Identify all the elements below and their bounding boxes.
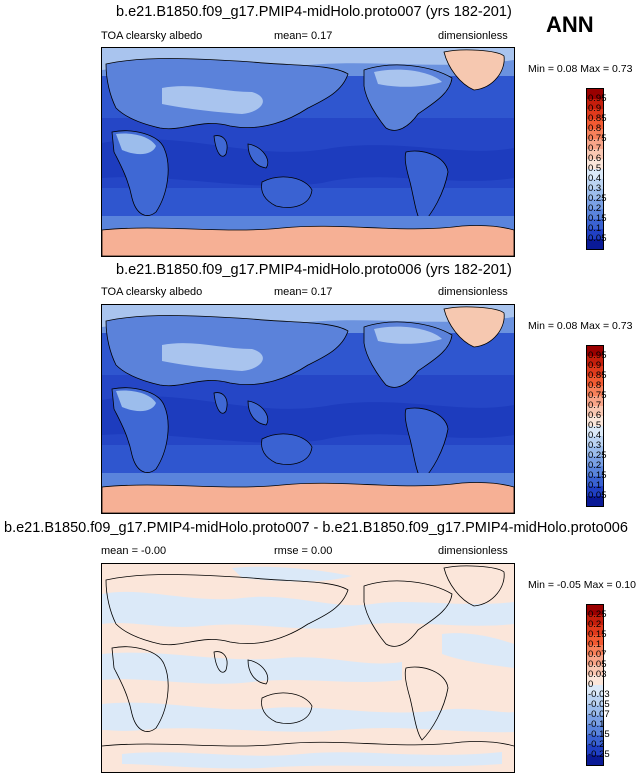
units-label: dimensionless xyxy=(438,286,508,298)
colorbar-tick-label: 0.25 xyxy=(588,193,607,204)
panel-title: b.e21.B1850.f09_g17.PMIP4-midHolo.proto0… xyxy=(116,4,512,20)
colorbar-tick-label: -0.1 xyxy=(588,719,605,730)
colorbar-tick-label: 0.2 xyxy=(588,619,602,630)
colorbar-tick-label: 0.15 xyxy=(588,470,607,481)
colorbar-tick-label: -0.03 xyxy=(588,689,610,700)
colorbar-tick-label: 0.6 xyxy=(588,410,602,421)
albedo-map xyxy=(102,305,514,513)
colorbar-tick-label: 0.15 xyxy=(588,629,607,640)
colorbar-tick-label: 0.2 xyxy=(588,203,602,214)
colorbar-tick-label: 0.5 xyxy=(588,163,602,174)
colorbar-tick-label: 0.85 xyxy=(588,113,607,124)
colorbar-tick-label: 0.95 xyxy=(588,93,607,104)
mean-stat: mean= 0.17 xyxy=(274,286,333,298)
colorbar-tick-label: 0.95 xyxy=(588,350,607,361)
colorbar-tick-label: 0.03 xyxy=(588,669,607,680)
colorbar-tick-label: -0.05 xyxy=(588,699,610,710)
colorbar-tick-label: 0.3 xyxy=(588,440,602,451)
colorbar-tick-label: 0.1 xyxy=(588,480,602,491)
colorbar-tick-label: 0.9 xyxy=(588,103,602,114)
colorbar-tick-label: 0.4 xyxy=(588,173,602,184)
units-label: dimensionless xyxy=(438,30,508,42)
variable-label: TOA clearsky albedo xyxy=(101,286,203,298)
units-label: dimensionless xyxy=(438,545,508,557)
colorbar-tick-label: 0.7 xyxy=(588,400,602,411)
colorbar-tick-label: -0.07 xyxy=(588,709,610,720)
mean-stat: mean = -0.00 xyxy=(101,545,167,557)
colorbar-tick-label: 0.9 xyxy=(588,360,602,371)
colorbar-tick-label: 0.5 xyxy=(588,420,602,431)
colorbar-tick-label: 0 xyxy=(588,679,594,690)
colorbar-tick-label: 0.2 xyxy=(588,460,602,471)
variable-label: TOA clearsky albedo xyxy=(101,30,203,42)
colorbar-tick-label: 0.8 xyxy=(588,123,602,134)
albedo-map xyxy=(102,48,514,256)
colorbar-tick-label: 0.3 xyxy=(588,183,602,194)
colorbar-tick-label: 0.15 xyxy=(588,213,607,224)
difference-map xyxy=(102,564,514,772)
colorbar-tick-label: 0.75 xyxy=(588,390,607,401)
season-label: ANN xyxy=(546,12,594,37)
colorbar-tick-label: -0.2 xyxy=(588,739,605,750)
colorbar-tick-label: -0.15 xyxy=(588,729,610,740)
map-plot xyxy=(101,47,515,257)
colorbar xyxy=(586,604,604,766)
colorbar xyxy=(586,88,604,250)
colorbar-tick-label: 0.8 xyxy=(588,380,602,391)
colorbar-tick-label: 0.6 xyxy=(588,153,602,164)
colorbar-tick-label: 0.85 xyxy=(588,370,607,381)
colorbar-tick-label: 0.1 xyxy=(588,639,602,650)
minmax-stat: Min = 0.08 Max = 0.73 xyxy=(528,320,633,332)
minmax-stat: Min = 0.08 Max = 0.73 xyxy=(528,63,633,75)
colorbar-tick-label: 0.1 xyxy=(588,223,602,234)
colorbar-tick-label: 0.25 xyxy=(588,609,607,620)
minmax-stat: Min = -0.05 Max = 0.10 xyxy=(528,579,636,591)
panel-title: b.e21.B1850.f09_g17.PMIP4-midHolo.proto0… xyxy=(116,262,512,278)
rmse-stat: rmse = 0.00 xyxy=(274,545,333,557)
colorbar-tick-label: -0.25 xyxy=(588,749,610,760)
colorbar-tick-label: 0.05 xyxy=(588,233,607,244)
colorbar-tick-label: 0.75 xyxy=(588,133,607,144)
map-plot xyxy=(101,563,515,773)
colorbar-tick-label: 0.05 xyxy=(588,659,607,670)
colorbar-tick-label: 0.4 xyxy=(588,430,602,441)
map-plot xyxy=(101,304,515,514)
panel-title: b.e21.B1850.f09_g17.PMIP4-midHolo.proto0… xyxy=(4,520,628,536)
colorbar-tick-label: 0.7 xyxy=(588,143,602,154)
colorbar-tick-label: 0.05 xyxy=(588,490,607,501)
colorbar xyxy=(586,345,604,507)
colorbar-tick-label: 0.07 xyxy=(588,649,607,660)
mean-stat: mean= 0.17 xyxy=(274,30,333,42)
colorbar-tick-label: 0.25 xyxy=(588,450,607,461)
